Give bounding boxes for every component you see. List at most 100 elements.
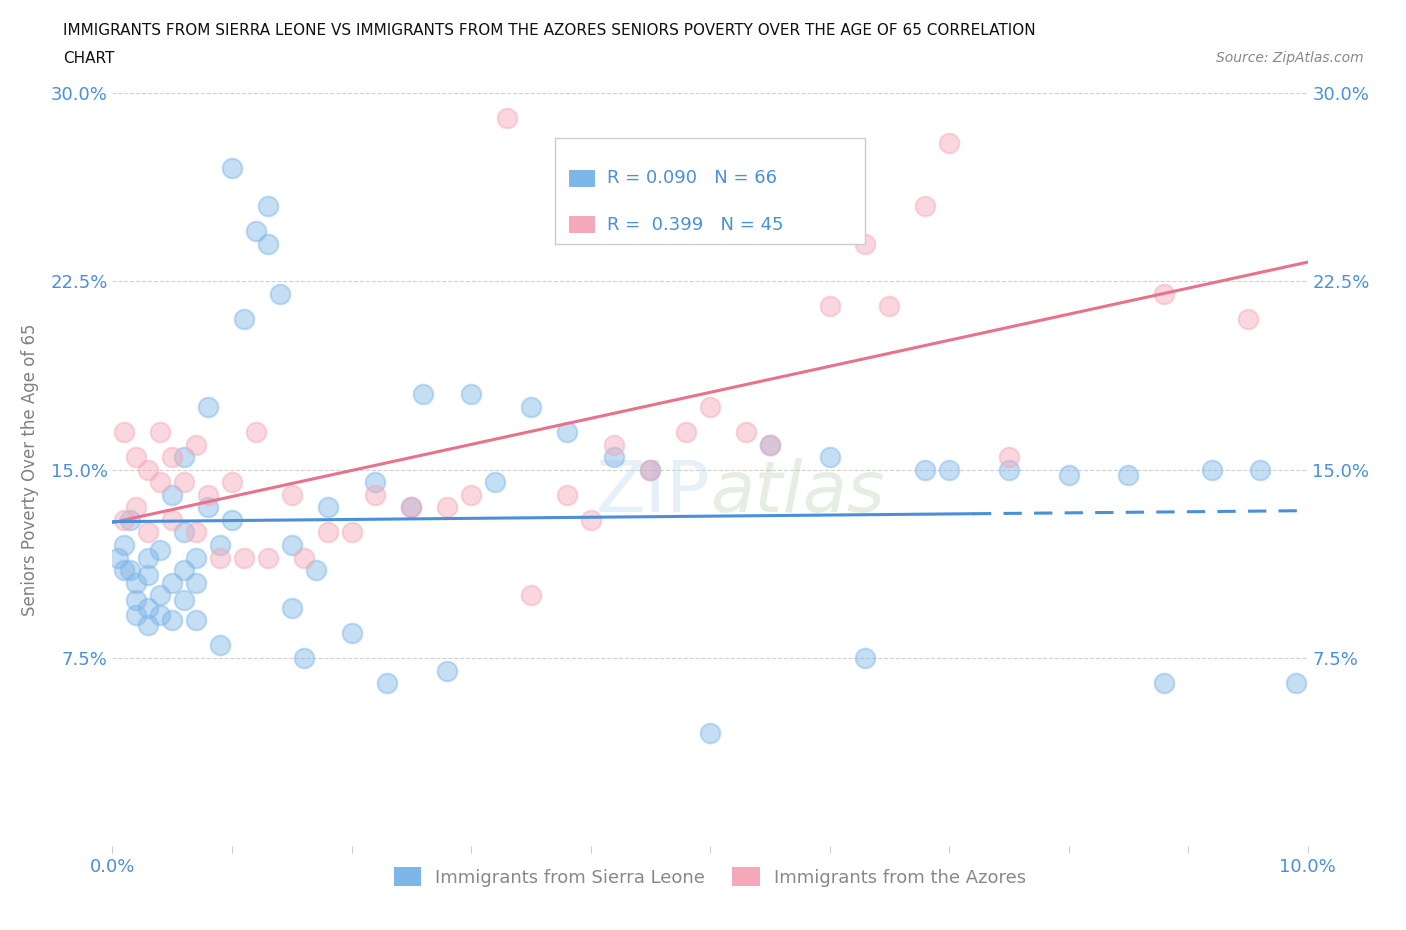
Point: [138, 550, 160, 565]
Point: [209, 638, 232, 653]
Point: [305, 563, 328, 578]
Point: [149, 608, 172, 623]
Point: [699, 400, 721, 415]
Point: [855, 236, 877, 251]
Legend: Immigrants from Sierra Leone, Immigrants from the Azores: Immigrants from Sierra Leone, Immigrants…: [387, 860, 1033, 894]
Point: [257, 550, 280, 565]
Point: [340, 525, 363, 539]
Point: [209, 550, 232, 565]
Point: [855, 651, 877, 666]
Point: [125, 575, 148, 591]
Point: [1118, 467, 1140, 482]
Point: [1249, 462, 1271, 477]
Point: [197, 500, 219, 515]
Point: [221, 512, 243, 527]
Point: [640, 462, 662, 477]
Point: [520, 400, 543, 415]
Point: [316, 525, 339, 539]
Point: [221, 161, 243, 176]
Point: [579, 512, 602, 527]
Point: [162, 512, 183, 527]
Point: [364, 474, 387, 489]
Point: [496, 111, 519, 126]
Point: [603, 437, 626, 452]
Point: [114, 512, 135, 527]
Point: [699, 726, 721, 741]
Point: [938, 136, 960, 151]
Point: [149, 542, 172, 557]
Point: [162, 575, 183, 591]
FancyBboxPatch shape: [569, 217, 595, 232]
Point: [316, 500, 339, 515]
Point: [914, 198, 936, 213]
Point: [125, 592, 148, 607]
Point: [162, 449, 183, 464]
Point: [138, 618, 160, 632]
Point: [125, 449, 148, 464]
Point: [197, 487, 219, 502]
Point: [401, 500, 423, 515]
Point: [938, 462, 960, 477]
Point: [460, 487, 482, 502]
Point: [1057, 467, 1080, 482]
Point: [186, 575, 208, 591]
Point: [173, 525, 195, 539]
Point: [818, 449, 841, 464]
Point: [460, 387, 482, 402]
FancyBboxPatch shape: [569, 170, 595, 187]
Point: [401, 500, 423, 515]
Point: [1201, 462, 1223, 477]
Point: [186, 437, 208, 452]
Point: [120, 512, 142, 527]
Point: [879, 299, 901, 313]
Point: [245, 424, 267, 439]
Point: [138, 567, 160, 582]
Text: IMMIGRANTS FROM SIERRA LEONE VS IMMIGRANTS FROM THE AZORES SENIORS POVERTY OVER : IMMIGRANTS FROM SIERRA LEONE VS IMMIGRAN…: [63, 23, 1036, 38]
Point: [484, 474, 506, 489]
Point: [281, 601, 304, 616]
Point: [257, 236, 280, 251]
Point: [1153, 286, 1175, 301]
Point: [209, 538, 232, 552]
Point: [281, 487, 304, 502]
Text: atlas: atlas: [710, 458, 884, 526]
Point: [173, 592, 195, 607]
Point: [120, 563, 142, 578]
Point: [436, 663, 458, 678]
Point: [162, 487, 183, 502]
Point: [364, 487, 387, 502]
Point: [1285, 675, 1308, 690]
Point: [377, 675, 399, 690]
Point: [555, 487, 578, 502]
Point: [257, 198, 280, 213]
Point: [233, 550, 256, 565]
Point: [114, 563, 135, 578]
Point: [818, 299, 841, 313]
Point: [186, 550, 208, 565]
Point: [436, 500, 458, 515]
Point: [114, 538, 135, 552]
Point: [186, 613, 208, 628]
Point: [149, 474, 172, 489]
Point: [162, 613, 183, 628]
Point: [138, 601, 160, 616]
Point: [292, 550, 315, 565]
Point: [269, 286, 291, 301]
Point: [603, 449, 626, 464]
Text: R = 0.090   N = 66: R = 0.090 N = 66: [607, 169, 778, 187]
Point: [233, 312, 256, 326]
Point: [759, 437, 782, 452]
Point: [675, 424, 697, 439]
Y-axis label: Seniors Poverty Over the Age of 65: Seniors Poverty Over the Age of 65: [21, 324, 39, 616]
Point: [520, 588, 543, 603]
Point: [107, 550, 129, 565]
Point: [197, 400, 219, 415]
Point: [998, 449, 1021, 464]
Point: [998, 462, 1021, 477]
FancyBboxPatch shape: [554, 139, 866, 244]
Point: [138, 525, 160, 539]
Text: R =  0.399   N = 45: R = 0.399 N = 45: [607, 216, 783, 233]
Point: [1237, 312, 1260, 326]
Point: [173, 474, 195, 489]
Point: [1153, 675, 1175, 690]
